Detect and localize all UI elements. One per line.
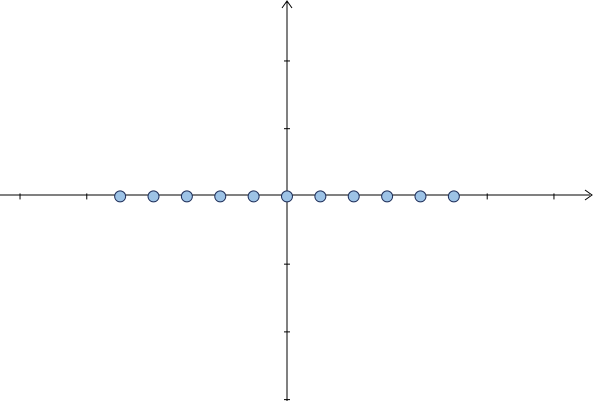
- data-point: [414, 190, 427, 203]
- data-points: [114, 190, 460, 203]
- data-point: [447, 190, 460, 203]
- data-point: [381, 190, 394, 203]
- data-point: [347, 190, 360, 203]
- data-point: [147, 190, 160, 203]
- data-point: [180, 190, 193, 203]
- x-axis-arrowhead: [584, 189, 593, 201]
- data-point: [314, 190, 327, 203]
- data-point: [114, 190, 127, 203]
- y-axis-arrowhead: [281, 0, 293, 9]
- data-point: [214, 190, 227, 203]
- y-axis-ticks: [283, 60, 290, 401]
- data-point: [247, 190, 260, 203]
- data-point: [280, 190, 293, 203]
